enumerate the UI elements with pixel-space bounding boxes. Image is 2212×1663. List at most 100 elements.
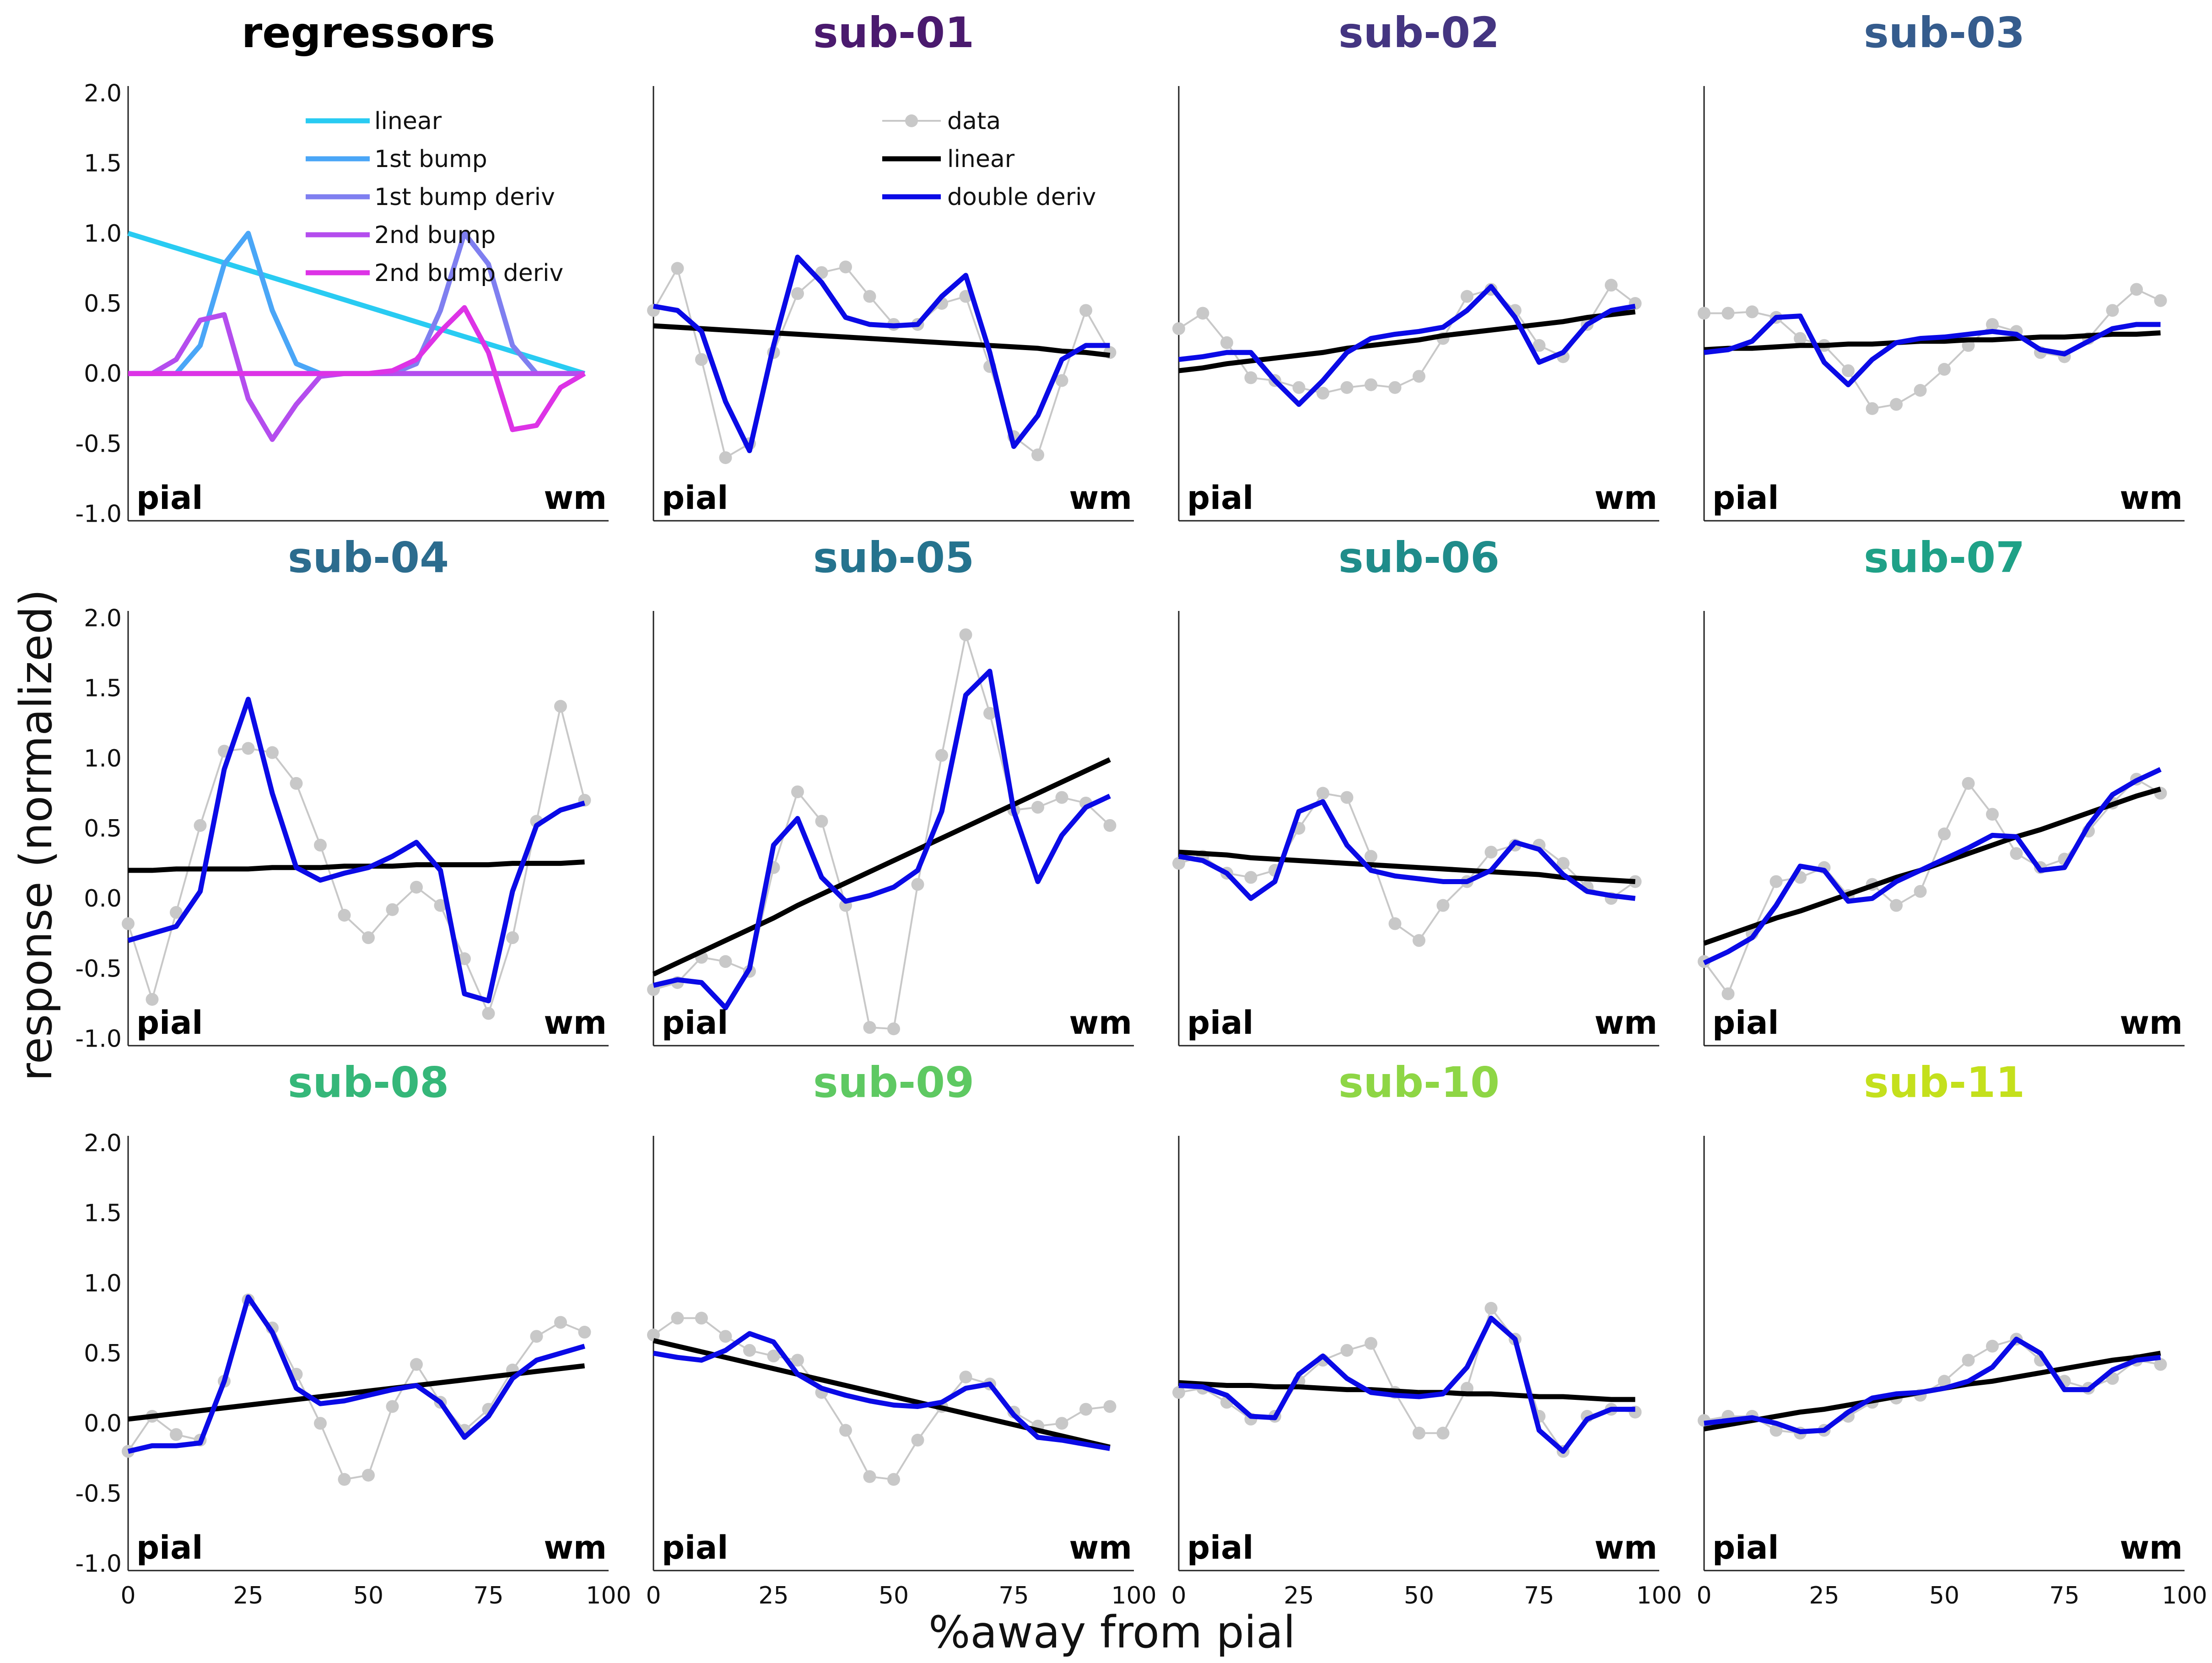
data-point bbox=[1365, 1337, 1377, 1350]
data-point bbox=[386, 1400, 399, 1413]
data-point bbox=[338, 1473, 351, 1486]
pial-label: pial bbox=[1187, 1004, 1253, 1042]
data-point bbox=[743, 1344, 756, 1357]
data-point bbox=[1794, 332, 1807, 345]
series-linear bbox=[653, 1338, 1111, 1450]
x-tick-label: 25 bbox=[1284, 1582, 1314, 1609]
x-tick-label: 100 bbox=[1111, 1582, 1156, 1609]
data-point bbox=[1866, 402, 1879, 415]
data-point bbox=[2130, 283, 2143, 296]
series-data-line bbox=[127, 1298, 585, 1481]
x-tick-label: 75 bbox=[998, 1582, 1029, 1609]
data-point bbox=[1461, 290, 1473, 303]
data-point bbox=[1220, 336, 1233, 349]
panel-sub-07: sub-07 pial wm bbox=[1698, 533, 2185, 1047]
data-point bbox=[767, 1350, 780, 1363]
data-point bbox=[983, 707, 996, 720]
data-point bbox=[314, 838, 327, 852]
data-point bbox=[1986, 1339, 1999, 1353]
x-tick-label: 100 bbox=[586, 1582, 631, 1609]
legend-label: 1st bump bbox=[374, 146, 487, 173]
data-point bbox=[290, 777, 303, 790]
data-point bbox=[506, 931, 519, 945]
data-point bbox=[1698, 307, 1710, 320]
series-linear bbox=[1178, 1380, 1635, 1402]
data-point bbox=[1413, 370, 1425, 383]
series-double-deriv bbox=[653, 254, 1110, 454]
series-linear bbox=[652, 757, 1111, 977]
data-point bbox=[146, 993, 159, 1006]
pial-label: pial bbox=[1187, 1529, 1253, 1566]
wm-label: wm bbox=[1594, 1004, 1657, 1042]
data-point bbox=[1938, 1375, 1951, 1388]
x-tick-label: 0 bbox=[1171, 1582, 1186, 1609]
data-point bbox=[1484, 846, 1498, 859]
data-point bbox=[1172, 322, 1185, 335]
y-tick-label: 2.0 bbox=[84, 80, 122, 107]
data-point bbox=[2106, 304, 2119, 317]
panel-title: sub-07 bbox=[1864, 533, 2025, 582]
x-tick-label: 75 bbox=[2049, 1582, 2079, 1609]
panel-sub-05: sub-05 pial wm bbox=[647, 533, 1134, 1047]
wm-label: wm bbox=[2120, 1529, 2183, 1566]
panel-title: sub-11 bbox=[1864, 1058, 2025, 1107]
data-point bbox=[1340, 791, 1354, 804]
data-point bbox=[1196, 307, 1209, 320]
panel-title: sub-10 bbox=[1338, 1058, 1500, 1107]
data-point bbox=[887, 1022, 900, 1036]
x-tick-label: 50 bbox=[1929, 1582, 1959, 1609]
data-point bbox=[1890, 398, 1903, 411]
data-point bbox=[1055, 791, 1068, 804]
legend-label: 1st bump deriv bbox=[374, 184, 555, 211]
data-point bbox=[1316, 787, 1329, 800]
data-point bbox=[1079, 1403, 1092, 1416]
x-tick-label: 0 bbox=[1696, 1582, 1711, 1609]
data-point bbox=[1436, 1426, 1450, 1440]
panel-title: sub-08 bbox=[288, 1058, 449, 1107]
pial-label: pial bbox=[1712, 1529, 1779, 1566]
data-point bbox=[1721, 987, 1735, 1000]
data-point bbox=[1986, 808, 1999, 821]
panel-sub-08: sub-08 -1.0 -0.5 0.0 0.5 1.0 1.5 2.0 0 25 50 75 100 p… bbox=[76, 1058, 631, 1609]
data-point bbox=[578, 1326, 591, 1339]
wm-label: wm bbox=[1069, 479, 1132, 517]
data-point bbox=[1388, 381, 1402, 394]
data-point bbox=[1436, 899, 1450, 912]
series-double-deriv bbox=[1704, 313, 2161, 388]
data-point bbox=[671, 1312, 684, 1325]
series-data-line bbox=[653, 1317, 1110, 1480]
series-linear bbox=[1178, 849, 1635, 884]
y-tick-label: 1.5 bbox=[84, 1200, 122, 1227]
panel-title: sub-04 bbox=[288, 533, 449, 582]
wm-label: wm bbox=[544, 1004, 607, 1042]
data-point bbox=[1292, 381, 1306, 394]
data-point bbox=[266, 746, 279, 759]
data-point bbox=[434, 899, 447, 912]
pial-label: pial bbox=[136, 479, 203, 517]
panel-regressors: regressors -1.0 -0.5 0.0 0.5 1.0 1.5 2.0 pial wm l… bbox=[76, 8, 609, 528]
data-point bbox=[1055, 374, 1068, 387]
y-tick-label: 0.0 bbox=[84, 1410, 122, 1437]
data-point bbox=[671, 262, 684, 275]
data-point bbox=[1962, 1354, 1975, 1367]
data-point bbox=[911, 1434, 924, 1447]
panel-sub-03: sub-03 pial wm bbox=[1698, 8, 2185, 522]
y-tick-label: 2.0 bbox=[84, 1129, 122, 1157]
y-tick-label: 0.5 bbox=[84, 815, 122, 842]
y-tick-label: 1.5 bbox=[84, 675, 122, 702]
x-tick-label: 25 bbox=[1809, 1582, 1839, 1609]
y-tick-label: 1.0 bbox=[84, 1270, 122, 1297]
data-point bbox=[1365, 378, 1377, 391]
pial-label: pial bbox=[136, 1004, 203, 1042]
data-point bbox=[695, 353, 708, 366]
data-point bbox=[1172, 857, 1185, 870]
panel-title: sub-06 bbox=[1338, 533, 1500, 582]
panel-sub-01: sub-01 pial wm data linear double deriv bbox=[647, 8, 1134, 522]
y-tick-label: 0.5 bbox=[84, 290, 122, 318]
data-point bbox=[1031, 448, 1044, 461]
data-point bbox=[959, 1371, 972, 1384]
pial-label: pial bbox=[1712, 479, 1779, 517]
data-point bbox=[170, 906, 183, 919]
data-point bbox=[1413, 1426, 1425, 1440]
